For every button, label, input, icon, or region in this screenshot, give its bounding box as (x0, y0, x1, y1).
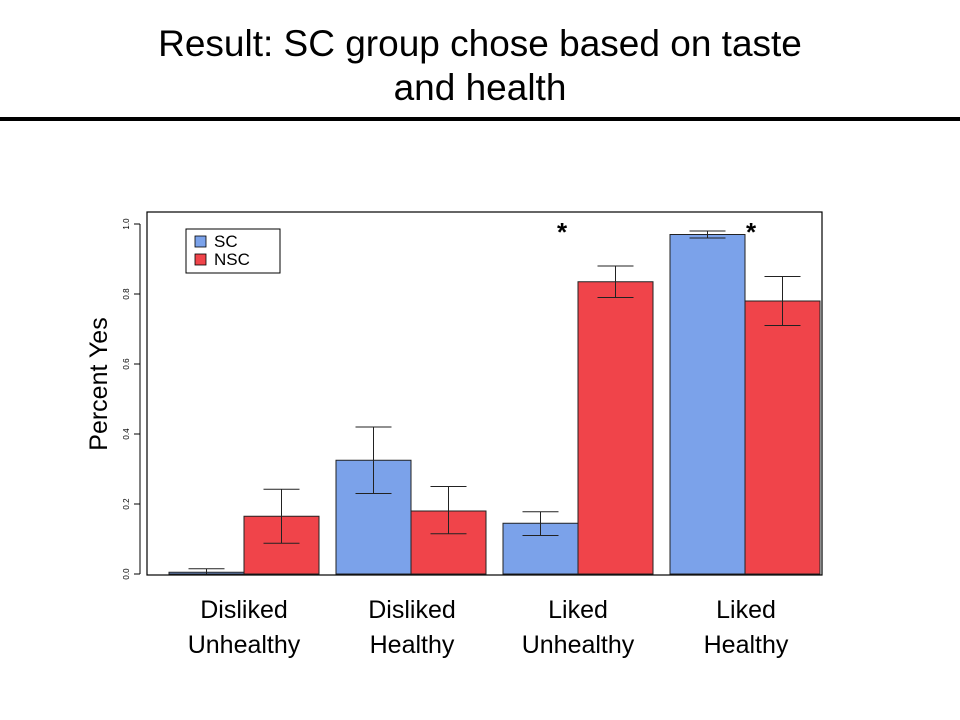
y-axis-label: Percent Yes (85, 317, 113, 450)
y-tick-label: 0.8 (122, 288, 131, 300)
bar-sc-3 (669, 234, 746, 575)
x-category-label: Healthy (370, 631, 455, 659)
significance-marker: * (557, 217, 568, 247)
slide-title-line-2: and health (393, 67, 567, 108)
y-tick-label: 1.0 (122, 218, 131, 230)
legend-label-nsc: NSC (214, 250, 250, 269)
y-tick-label: 0.6 (122, 358, 131, 370)
y-tick-label: 0.4 (122, 428, 131, 440)
x-category-label: Unhealthy (188, 631, 301, 659)
y-tick-label: 0.0 (122, 568, 131, 580)
x-category-label: Liked (716, 596, 776, 624)
title-divider (0, 117, 960, 121)
legend-label-sc: SC (214, 232, 238, 251)
x-category-label: Healthy (704, 631, 789, 659)
bar-nsc-2 (577, 281, 654, 575)
x-category-label: Liked (548, 596, 608, 624)
significance-marker: * (746, 217, 757, 247)
x-category-label: Disliked (200, 596, 288, 624)
bar-nsc-3 (744, 300, 821, 575)
legend-swatch-nsc (194, 253, 207, 266)
slide-title: Result: SC group chose based on taste an… (0, 22, 960, 110)
plot-frame (146, 211, 823, 576)
slide-title-line-1: Result: SC group chose based on taste (158, 23, 802, 64)
legend-swatch-sc (194, 235, 207, 248)
y-tick-label: 0.2 (122, 498, 131, 510)
x-category-label: Unhealthy (522, 631, 635, 659)
x-category-label: Disliked (368, 596, 456, 624)
